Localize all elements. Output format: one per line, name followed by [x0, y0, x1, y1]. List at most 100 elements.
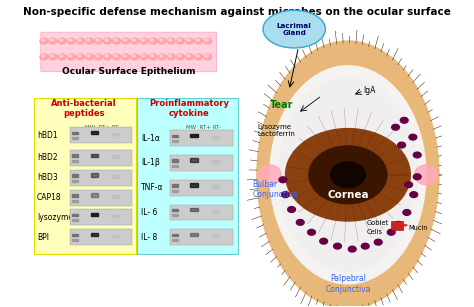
Bar — [172, 184, 178, 187]
Bar — [190, 158, 198, 162]
Circle shape — [132, 39, 136, 41]
Bar — [72, 200, 78, 202]
Bar — [91, 213, 99, 216]
Circle shape — [103, 54, 111, 60]
Circle shape — [131, 38, 139, 44]
Circle shape — [41, 55, 45, 57]
Bar — [212, 235, 219, 237]
Text: Proinflammatory
cytokine: Proinflammatory cytokine — [149, 99, 229, 118]
Bar — [172, 165, 178, 167]
Bar — [172, 209, 178, 212]
Text: Anti-bacterial
peptides: Anti-bacterial peptides — [51, 99, 117, 118]
FancyBboxPatch shape — [170, 204, 233, 220]
Bar — [72, 194, 78, 196]
Circle shape — [401, 117, 408, 123]
Circle shape — [140, 38, 148, 44]
Circle shape — [194, 54, 202, 60]
Text: IL- 8: IL- 8 — [141, 233, 157, 242]
FancyBboxPatch shape — [41, 32, 217, 72]
Circle shape — [68, 55, 72, 57]
Circle shape — [159, 39, 163, 41]
Circle shape — [282, 192, 290, 197]
Bar — [91, 131, 99, 134]
Circle shape — [405, 182, 412, 188]
Text: lysozyme: lysozyme — [37, 213, 73, 222]
Bar — [72, 132, 78, 134]
Text: IL-1α: IL-1α — [141, 134, 160, 143]
Bar — [72, 234, 78, 236]
Circle shape — [49, 54, 57, 60]
Bar — [172, 239, 178, 241]
Circle shape — [394, 221, 402, 227]
Bar — [72, 160, 78, 162]
Circle shape — [49, 38, 57, 44]
Circle shape — [204, 54, 211, 60]
Circle shape — [50, 55, 54, 57]
Circle shape — [96, 55, 99, 57]
Bar — [91, 233, 99, 236]
Ellipse shape — [263, 10, 325, 48]
Bar — [212, 210, 219, 212]
Bar — [112, 235, 119, 237]
FancyBboxPatch shape — [70, 170, 132, 186]
Circle shape — [122, 54, 129, 60]
Circle shape — [59, 39, 63, 41]
Circle shape — [279, 177, 287, 183]
Circle shape — [50, 39, 54, 41]
Bar — [72, 137, 78, 139]
Bar — [172, 234, 178, 236]
Ellipse shape — [279, 78, 417, 271]
Bar — [72, 174, 78, 177]
Circle shape — [285, 129, 410, 221]
Circle shape — [40, 38, 48, 44]
Bar — [172, 135, 178, 137]
Circle shape — [159, 55, 163, 57]
Circle shape — [94, 38, 102, 44]
Circle shape — [114, 39, 118, 41]
Bar — [190, 134, 198, 137]
Circle shape — [309, 146, 387, 204]
Circle shape — [194, 38, 202, 44]
Circle shape — [320, 238, 328, 244]
Circle shape — [58, 38, 66, 44]
Circle shape — [150, 39, 154, 41]
Bar — [190, 233, 198, 236]
Bar — [72, 154, 78, 157]
FancyBboxPatch shape — [70, 209, 132, 225]
Circle shape — [150, 55, 154, 57]
Bar — [91, 173, 99, 177]
Circle shape — [87, 55, 90, 57]
Circle shape — [105, 55, 109, 57]
Circle shape — [59, 55, 63, 57]
Circle shape — [296, 220, 304, 225]
Text: hBD3: hBD3 — [37, 173, 58, 182]
Bar — [112, 133, 119, 135]
Circle shape — [205, 55, 209, 57]
Ellipse shape — [259, 165, 281, 185]
FancyBboxPatch shape — [70, 150, 132, 166]
Ellipse shape — [415, 165, 437, 185]
Circle shape — [76, 54, 84, 60]
Bar — [112, 155, 119, 158]
FancyBboxPatch shape — [70, 127, 132, 143]
Circle shape — [178, 39, 181, 41]
Circle shape — [78, 55, 81, 57]
Circle shape — [67, 38, 75, 44]
FancyBboxPatch shape — [170, 180, 233, 196]
Circle shape — [288, 207, 295, 212]
Circle shape — [114, 55, 118, 57]
Text: Lysozyme
Lactoferrin: Lysozyme Lactoferrin — [257, 124, 295, 137]
Text: Ocular Surface Epithelium: Ocular Surface Epithelium — [62, 67, 195, 76]
Circle shape — [113, 54, 120, 60]
Text: BPI: BPI — [37, 233, 49, 242]
Circle shape — [67, 54, 75, 60]
Text: Non-specific defense mechanism against microbes on the ocular surface: Non-specific defense mechanism against m… — [23, 7, 451, 17]
Circle shape — [105, 39, 109, 41]
Bar — [112, 195, 119, 198]
Text: Lacrimal
Gland: Lacrimal Gland — [277, 23, 311, 36]
Text: Cornea: Cornea — [327, 190, 369, 200]
Bar — [72, 180, 78, 182]
Circle shape — [169, 39, 172, 41]
Text: Bulbar
Conjunctiva: Bulbar Conjunctiva — [253, 180, 298, 199]
Circle shape — [361, 243, 369, 249]
